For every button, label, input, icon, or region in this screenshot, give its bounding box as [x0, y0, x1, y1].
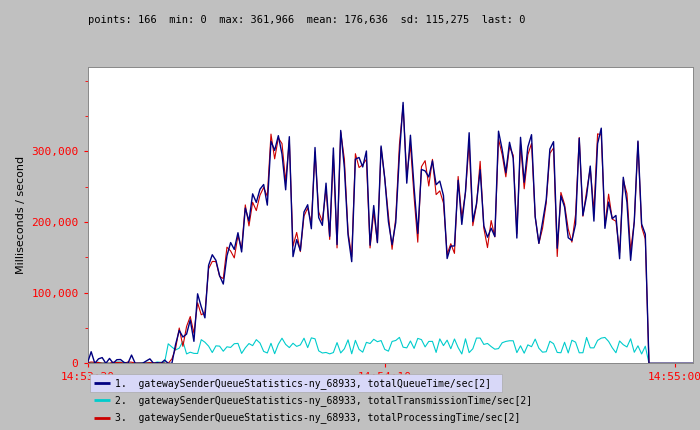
Bar — [90, 374, 502, 392]
Text: points: 166  min: 0  max: 361,966  mean: 176,636  sd: 115,275  last: 0: points: 166 min: 0 max: 361,966 mean: 17… — [88, 15, 525, 25]
Text: 3.  gatewaySenderQueueStatistics-ny_68933, totalProcessingTime/sec[2]: 3. gatewaySenderQueueStatistics-ny_68933… — [115, 412, 520, 423]
Text: 2.  gatewaySenderQueueStatistics-ny_68933, totalTransmissionTime/sec[2]: 2. gatewaySenderQueueStatistics-ny_68933… — [115, 395, 532, 406]
Text: 1.  gatewaySenderQueueStatistics-ny_68933, totalQueueTime/sec[2]: 1. gatewaySenderQueueStatistics-ny_68933… — [115, 378, 491, 389]
Y-axis label: Milliseconds / second: Milliseconds / second — [15, 156, 26, 274]
